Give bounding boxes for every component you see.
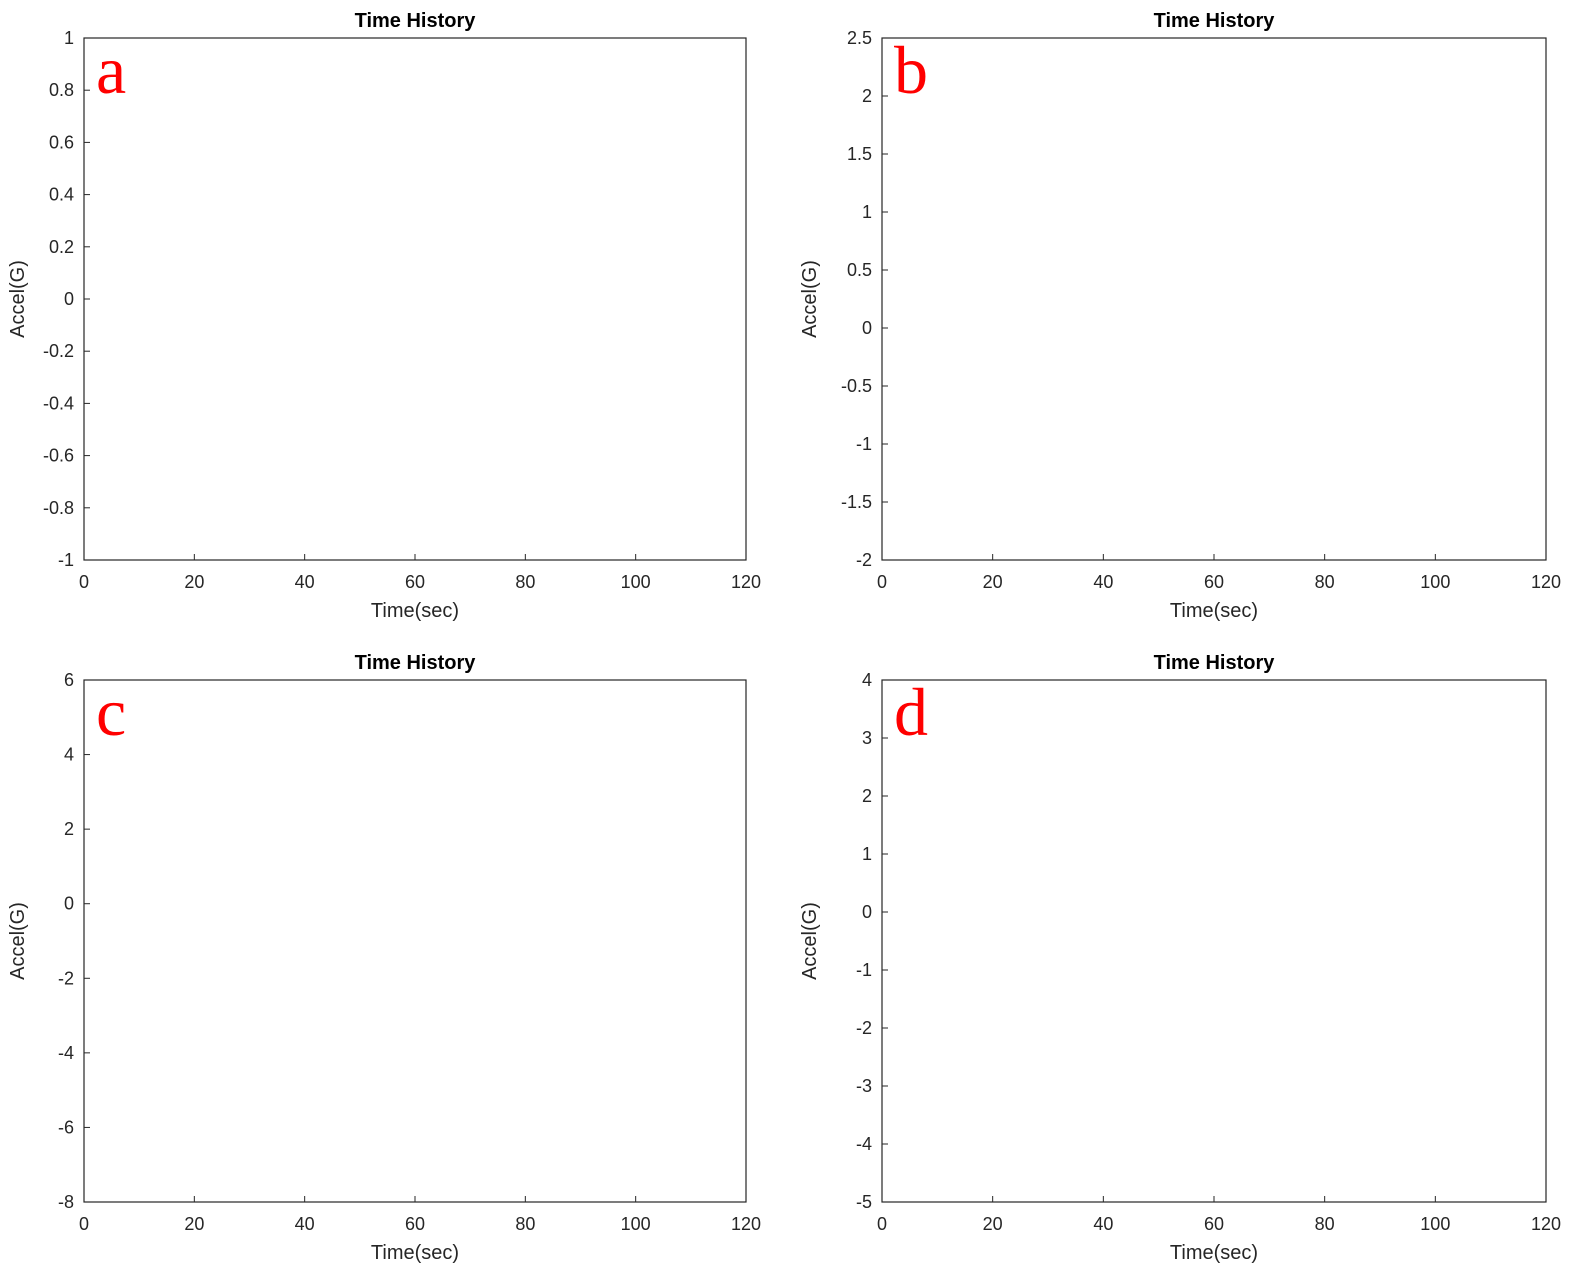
chart-title: Time History xyxy=(1154,652,1276,674)
y-tick-label: -2 xyxy=(856,550,872,570)
panel-letter: d xyxy=(894,674,928,750)
y-tick-label: 3 xyxy=(862,728,872,748)
y-tick-label: 0.5 xyxy=(847,260,872,280)
chart-panel-a: 0 20 40 60 80 100 120 -1 -0.8 -0.6 -0.4 -0.2 0 0.2 0.4… xyxy=(7,10,761,622)
y-tick-label: 1 xyxy=(862,844,872,864)
x-tick-label: 0 xyxy=(877,572,887,592)
y-tick-label: 2 xyxy=(64,819,74,839)
y-tick-label: 0.2 xyxy=(49,237,74,257)
x-tick-label: 40 xyxy=(1093,572,1113,592)
x-tick-label: 100 xyxy=(1420,572,1450,592)
axes-frame xyxy=(83,37,747,561)
x-tick-label: 40 xyxy=(1093,1214,1113,1234)
y-tick-label: 2 xyxy=(862,786,872,806)
y-tick-label: 0.6 xyxy=(49,132,74,152)
y-tick-label: -1.5 xyxy=(841,492,872,512)
y-tick-label: 1.5 xyxy=(847,144,872,164)
y-tick-label: -0.8 xyxy=(43,498,74,518)
axes-frame xyxy=(881,679,1547,1203)
y-axis-label: Accel(G) xyxy=(7,260,29,338)
panel-letter: b xyxy=(894,32,928,108)
x-tick-label: 60 xyxy=(405,1214,425,1234)
x-axis-label: Time(sec) xyxy=(371,1242,459,1264)
y-tick-label: -8 xyxy=(58,1192,74,1212)
y-tick-label: 1 xyxy=(64,28,74,48)
x-axis-label: Time(sec) xyxy=(1170,1242,1258,1264)
chart-panel-b: 0 20 40 60 80 100 120 -2 -1.5 -1 -0.5 0 0.5 1 1.5 2 2.5 T… xyxy=(799,10,1561,622)
y-axis-label: Accel(G) xyxy=(7,902,29,980)
y-tick-label: 4 xyxy=(862,670,872,690)
y-tick-label: -4 xyxy=(856,1134,872,1154)
x-tick-label: 100 xyxy=(1420,1214,1450,1234)
x-tick-label: 0 xyxy=(79,1214,89,1234)
chart-title: Time History xyxy=(1154,10,1276,32)
y-tick-label: -4 xyxy=(58,1043,74,1063)
axes-frame xyxy=(881,37,1547,561)
y-tick-label: -3 xyxy=(856,1076,872,1096)
axes-frame xyxy=(83,679,747,1203)
y-tick-label: -1 xyxy=(856,434,872,454)
chart-title: Time History xyxy=(355,10,477,32)
y-tick-label: 6 xyxy=(64,670,74,690)
y-tick-label: 4 xyxy=(64,745,74,765)
x-tick-label: 120 xyxy=(731,572,761,592)
x-tick-label: 120 xyxy=(1531,1214,1561,1234)
x-tick-label: 80 xyxy=(1315,572,1335,592)
x-tick-label: 80 xyxy=(515,572,535,592)
x-tick-label: 120 xyxy=(731,1214,761,1234)
y-tick-label: -0.2 xyxy=(43,341,74,361)
x-tick-label: 40 xyxy=(295,572,315,592)
x-tick-label: 40 xyxy=(295,1214,315,1234)
y-tick-label: -1 xyxy=(58,550,74,570)
x-tick-label: 0 xyxy=(79,572,89,592)
y-tick-label: -6 xyxy=(58,1117,74,1137)
chart-panel-d: 0 20 40 60 80 100 120 -5 -4 -3 -2 -1 0 1 2 3 4 Time Histo… xyxy=(799,652,1561,1264)
x-tick-label: 80 xyxy=(515,1214,535,1234)
y-tick-label: 0.8 xyxy=(49,80,74,100)
y-tick-label: 1 xyxy=(862,202,872,222)
chart-title: Time History xyxy=(355,652,477,674)
x-tick-label: 60 xyxy=(405,572,425,592)
y-tick-label: 0 xyxy=(862,902,872,922)
y-tick-label: 0.4 xyxy=(49,185,74,205)
y-tick-label: 2 xyxy=(862,86,872,106)
panel-letter: a xyxy=(96,32,126,108)
y-tick-label: -2 xyxy=(856,1018,872,1038)
x-axis-label: Time(sec) xyxy=(371,600,459,622)
y-tick-label: -0.6 xyxy=(43,446,74,466)
x-tick-label: 60 xyxy=(1204,572,1224,592)
x-tick-label: 100 xyxy=(621,572,651,592)
x-tick-label: 80 xyxy=(1315,1214,1335,1234)
chart-panel-c: 0 20 40 60 80 100 120 -8 -6 -4 -2 0 2 4 6 Time History T… xyxy=(7,652,761,1264)
x-tick-label: 0 xyxy=(877,1214,887,1234)
x-tick-label: 20 xyxy=(184,1214,204,1234)
x-tick-label: 20 xyxy=(184,572,204,592)
x-tick-label: 100 xyxy=(621,1214,651,1234)
y-tick-label: 0 xyxy=(64,289,74,309)
y-tick-label: -1 xyxy=(856,960,872,980)
x-tick-label: 60 xyxy=(1204,1214,1224,1234)
y-tick-label: 2.5 xyxy=(847,28,872,48)
y-tick-label: -0.5 xyxy=(841,376,872,396)
y-tick-label: 0 xyxy=(862,318,872,338)
y-axis-label: Accel(G) xyxy=(799,902,821,980)
y-tick-label: -5 xyxy=(856,1192,872,1212)
y-tick-label: -0.4 xyxy=(43,393,74,413)
x-tick-label: 120 xyxy=(1531,572,1561,592)
x-tick-label: 20 xyxy=(983,1214,1003,1234)
x-axis-label: Time(sec) xyxy=(1170,600,1258,622)
y-tick-label: -2 xyxy=(58,968,74,988)
y-axis-label: Accel(G) xyxy=(799,260,821,338)
y-tick-label: 0 xyxy=(64,894,74,914)
x-tick-label: 20 xyxy=(983,572,1003,592)
panel-letter: c xyxy=(96,674,126,750)
